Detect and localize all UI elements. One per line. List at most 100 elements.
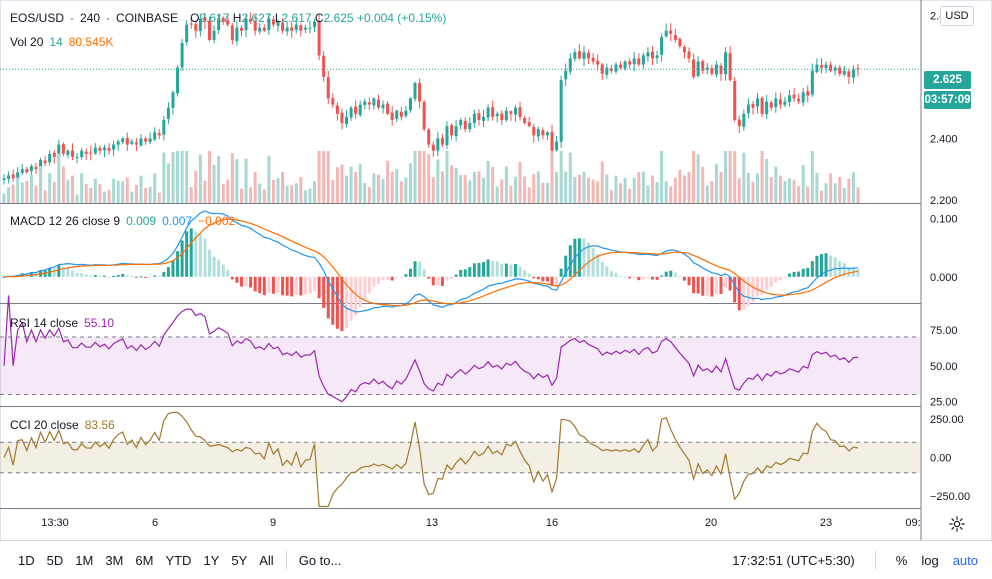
macd-legend-name[interactable]: MACD 12 26 close 9 bbox=[10, 214, 121, 228]
volume-bar bbox=[728, 151, 732, 203]
macd-histogram-bar bbox=[2, 276, 6, 278]
cci-legend-value: 83.56 bbox=[84, 418, 115, 432]
range-5y[interactable]: 5Y bbox=[231, 552, 248, 568]
volume-bar bbox=[253, 171, 257, 203]
macd-histogram-bar bbox=[189, 228, 193, 277]
auto-toggle[interactable]: auto bbox=[952, 552, 978, 568]
gear-icon[interactable] bbox=[948, 515, 966, 533]
macd-histogram-bar bbox=[308, 276, 312, 294]
time-axis-label: 16 bbox=[546, 517, 558, 529]
volume-bar bbox=[756, 173, 760, 203]
macd-histogram-bar bbox=[541, 276, 545, 282]
candle-body bbox=[778, 99, 782, 105]
volume-bar bbox=[810, 151, 814, 203]
volume-bar bbox=[239, 188, 243, 203]
candle-body bbox=[733, 81, 737, 120]
time-axis-label: 20 bbox=[705, 517, 717, 529]
macd-histogram-bar bbox=[619, 275, 623, 277]
macd-histogram-bar bbox=[600, 261, 604, 277]
candle-body bbox=[386, 103, 390, 114]
range-all[interactable]: All bbox=[259, 552, 274, 568]
volume-bar bbox=[682, 175, 686, 203]
range-3m[interactable]: 3M bbox=[105, 552, 124, 568]
cci-tick-label: −250.00 bbox=[930, 491, 970, 503]
range-1m[interactable]: 1M bbox=[75, 552, 94, 568]
candle-body bbox=[262, 27, 266, 31]
volume-bar bbox=[102, 191, 106, 203]
volume-bar bbox=[619, 183, 623, 203]
volume-bar bbox=[93, 178, 97, 203]
candle-body bbox=[628, 61, 632, 65]
volume-bar bbox=[459, 175, 463, 203]
volume-bar bbox=[445, 151, 449, 203]
macd-histogram-bar bbox=[253, 276, 257, 292]
volume-bar bbox=[669, 186, 673, 203]
log-toggle[interactable]: log bbox=[921, 552, 939, 568]
candle-body bbox=[281, 22, 285, 31]
volume-bar bbox=[737, 178, 741, 203]
candle-body bbox=[550, 131, 554, 151]
rsi-band bbox=[0, 337, 920, 395]
volume-bar bbox=[194, 170, 198, 203]
range-6m[interactable]: 6M bbox=[135, 552, 154, 568]
volume-bar bbox=[212, 164, 216, 203]
candle-body bbox=[340, 112, 344, 124]
macd-histogram-bar bbox=[701, 276, 705, 296]
candle-body bbox=[185, 24, 189, 43]
candle-body bbox=[107, 147, 111, 151]
macd-tick-label: 0.000 bbox=[930, 272, 958, 284]
range-1y[interactable]: 1Y bbox=[203, 552, 220, 568]
candle-body bbox=[495, 113, 499, 117]
macd-histogram-bar bbox=[313, 276, 317, 292]
candle-body bbox=[52, 152, 56, 157]
candle-body bbox=[2, 178, 6, 180]
macd-histogram-bar bbox=[217, 259, 221, 277]
candle-body bbox=[194, 24, 198, 31]
percent-toggle[interactable]: % bbox=[895, 552, 908, 568]
candle-body bbox=[463, 121, 467, 130]
range-ytd[interactable]: YTD bbox=[165, 552, 192, 568]
volume-bar bbox=[139, 175, 143, 203]
volume-bar bbox=[463, 175, 467, 203]
rsi-legend-name[interactable]: RSI 14 close bbox=[10, 316, 79, 330]
candle-body bbox=[226, 20, 230, 25]
candle-body bbox=[166, 107, 170, 119]
volume-bar bbox=[208, 151, 212, 203]
candle-body bbox=[176, 67, 180, 94]
candle-body bbox=[335, 105, 339, 114]
candle-body bbox=[112, 144, 116, 150]
range-5d[interactable]: 5D bbox=[46, 552, 64, 568]
volume-bar bbox=[486, 160, 490, 203]
candle-body bbox=[367, 102, 371, 105]
volume-legend-name[interactable]: Vol 20 bbox=[10, 35, 44, 49]
bottom-toolbar: 1D 5D 1M 3M 6M YTD 1Y 5Y All Go to... 17… bbox=[0, 541, 992, 579]
macd-histogram-bar bbox=[61, 266, 65, 277]
volume-bar bbox=[673, 177, 677, 203]
range-1d[interactable]: 1D bbox=[18, 552, 35, 568]
macd-histogram-bar bbox=[733, 276, 737, 303]
candle-body bbox=[363, 101, 367, 106]
candle-body bbox=[11, 174, 15, 179]
candle-body bbox=[609, 68, 613, 71]
symbol-name[interactable]: EOS/USD bbox=[10, 11, 65, 25]
volume-bar bbox=[819, 190, 823, 203]
volume-bar bbox=[363, 182, 367, 203]
volume-bar bbox=[774, 166, 778, 203]
candle-body bbox=[673, 34, 677, 40]
clock-display[interactable]: 17:32:51 (UTC+5:30) bbox=[732, 552, 855, 568]
volume-bar bbox=[7, 187, 11, 203]
volume-bar bbox=[847, 178, 851, 203]
goto-button[interactable]: Go to... bbox=[298, 552, 342, 568]
macd-histogram-bar bbox=[262, 276, 266, 296]
cci-legend-name[interactable]: CCI 20 close bbox=[10, 418, 79, 432]
candle-body bbox=[427, 129, 431, 145]
candle-body bbox=[422, 101, 426, 130]
candle-body bbox=[326, 77, 330, 99]
volume-bar bbox=[303, 190, 307, 203]
macd-histogram-bar bbox=[705, 276, 709, 296]
volume-bar bbox=[326, 151, 330, 203]
macd-hist-value: 0.009 bbox=[126, 214, 157, 228]
currency-button[interactable]: USD bbox=[940, 6, 974, 26]
candle-body bbox=[84, 151, 88, 154]
